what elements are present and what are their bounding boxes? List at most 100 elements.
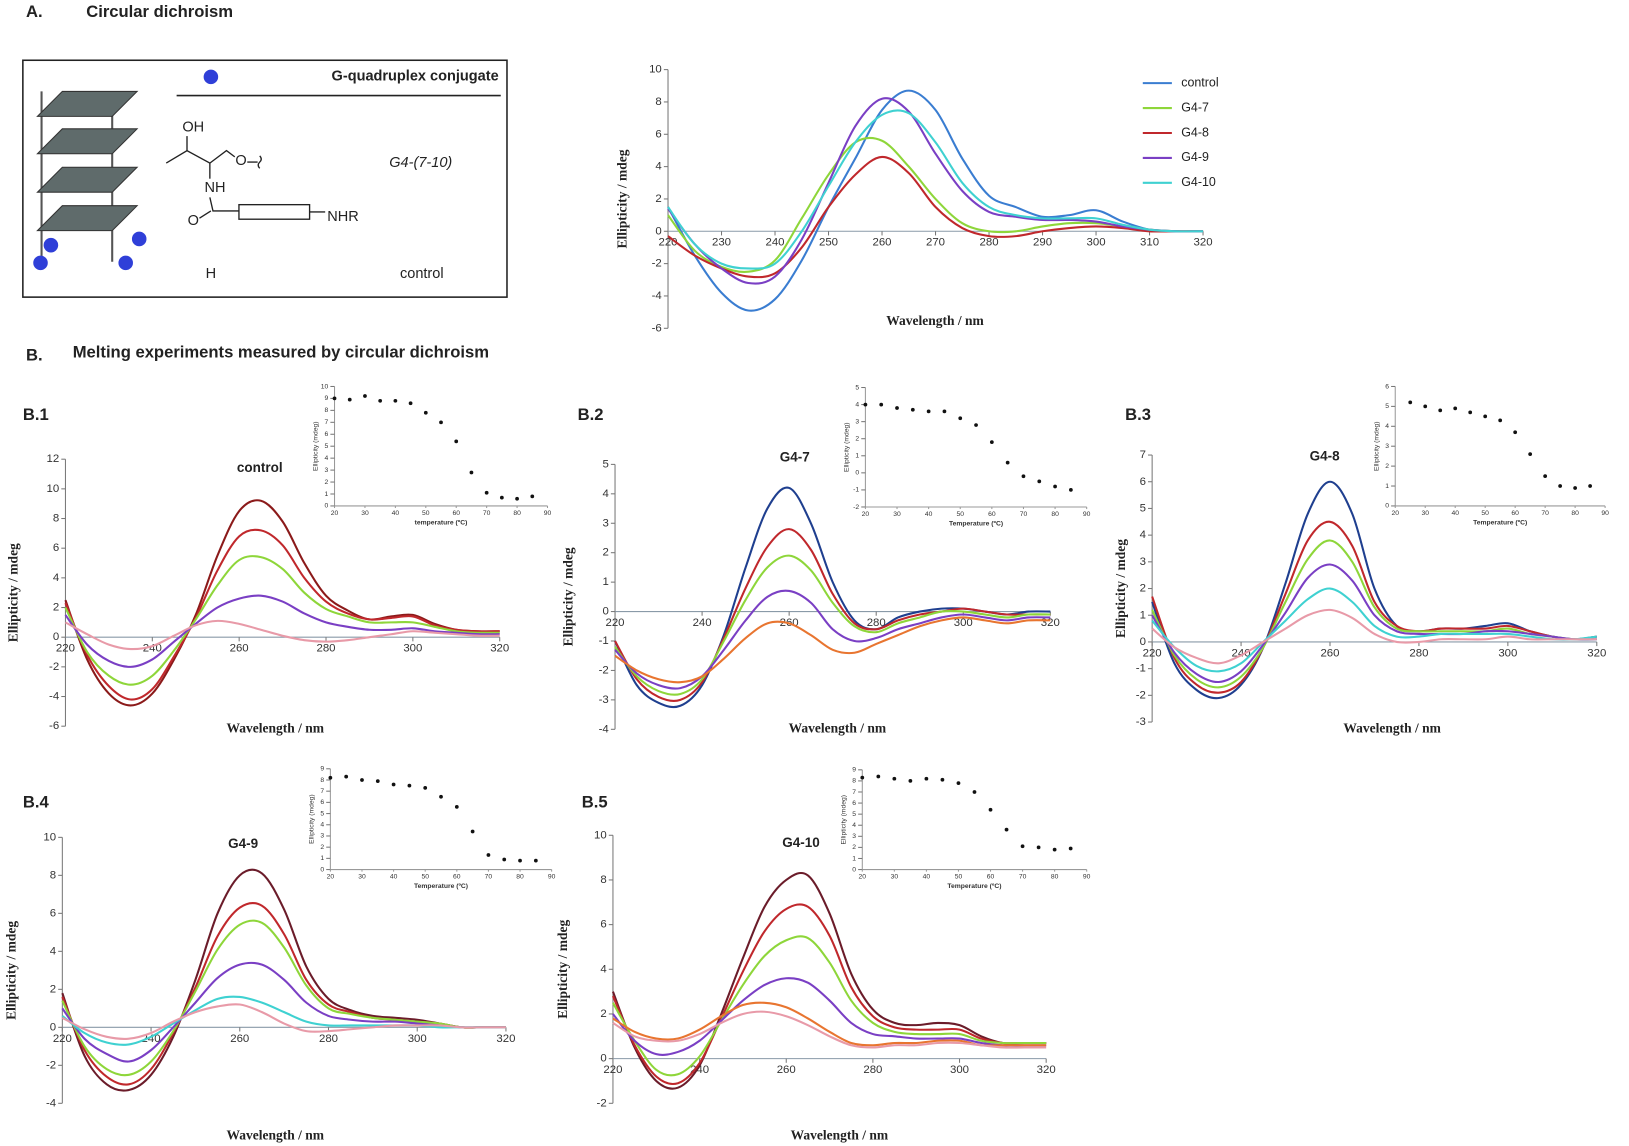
series-line bbox=[1151, 587, 1597, 673]
conjugate-dot bbox=[118, 255, 133, 271]
x-tick-label: 220 bbox=[658, 237, 677, 249]
y-tick-label: 6 bbox=[325, 431, 329, 438]
y-tick-label: 5 bbox=[1385, 403, 1389, 410]
x-tick-label: 20 bbox=[331, 510, 339, 517]
series-line bbox=[61, 1003, 506, 1040]
y-tick-label: 5 bbox=[325, 443, 329, 450]
y-tick-label: 8 bbox=[53, 513, 59, 525]
y-tick-label: 8 bbox=[852, 778, 856, 785]
y-tick-label: 6 bbox=[1385, 383, 1389, 390]
x-tick-label: 60 bbox=[1511, 510, 1519, 517]
x-tick-label: 280 bbox=[316, 643, 335, 655]
x-tick-label: 70 bbox=[1019, 874, 1027, 881]
y-axis-label: Ellipticity / mdeg bbox=[6, 543, 21, 642]
conjugate-label: control bbox=[400, 266, 444, 282]
y-tick-label: 5 bbox=[852, 811, 856, 818]
point bbox=[423, 785, 428, 790]
series-line bbox=[612, 935, 1047, 1077]
point bbox=[972, 790, 977, 794]
x-tick-label: 50 bbox=[956, 511, 964, 518]
x-tick-label: 300 bbox=[1498, 647, 1517, 659]
x-tick-label: 90 bbox=[1083, 874, 1091, 881]
x-tick-label: 80 bbox=[513, 510, 521, 517]
y-tick-label: 3 bbox=[602, 517, 608, 529]
heading: Melting experiments measured by circular… bbox=[73, 343, 489, 362]
point bbox=[1438, 408, 1443, 413]
y-tick-label: 1 bbox=[855, 453, 859, 460]
y-tick-label: 1 bbox=[852, 855, 856, 862]
x-tick-label: 90 bbox=[548, 874, 556, 881]
point bbox=[892, 776, 897, 781]
y-tick-label: -2 bbox=[597, 1097, 607, 1109]
x-tick-label: 30 bbox=[893, 511, 901, 518]
chart-title: G4-7 bbox=[780, 450, 810, 465]
x-tick-label: 320 bbox=[1041, 617, 1060, 629]
point bbox=[1498, 418, 1503, 423]
point bbox=[1528, 452, 1533, 457]
series-line bbox=[667, 136, 1204, 273]
y-tick-label: 6 bbox=[53, 542, 59, 554]
y-tick-label: -4 bbox=[49, 691, 60, 703]
x-tick-label: 220 bbox=[603, 1064, 622, 1076]
x-tick-label: 260 bbox=[230, 643, 249, 655]
panel-label: B.2 bbox=[578, 405, 604, 424]
chart-title: G4-10 bbox=[782, 835, 820, 850]
x-axis-label: Wavelength / nm bbox=[789, 720, 887, 735]
atom-label: NH bbox=[205, 180, 226, 196]
y-tick-label: 2 bbox=[1140, 583, 1146, 595]
y-tick-label: -3 bbox=[1136, 716, 1146, 728]
point bbox=[860, 775, 865, 780]
x-tick-label: 70 bbox=[1020, 511, 1028, 518]
chart-title: control bbox=[237, 460, 283, 475]
panel-label: B.4 bbox=[23, 792, 50, 811]
y-tick-label: 10 bbox=[47, 483, 60, 495]
panel-label: B.3 bbox=[1125, 405, 1151, 424]
point bbox=[470, 829, 475, 834]
series-line bbox=[1151, 563, 1597, 684]
point bbox=[454, 439, 459, 444]
diagram-title: G-quadruplex conjugate bbox=[332, 69, 499, 85]
point bbox=[423, 410, 428, 415]
x-tick-label: 220 bbox=[1143, 647, 1162, 659]
x-tick-label: 280 bbox=[863, 1064, 882, 1076]
point bbox=[1468, 410, 1473, 415]
x-tick-label: 320 bbox=[1194, 237, 1213, 249]
series-line bbox=[61, 995, 506, 1046]
x-tick-label: 230 bbox=[712, 237, 731, 249]
series-line bbox=[1151, 480, 1597, 700]
x-tick-label: 20 bbox=[327, 874, 335, 881]
figure-root: A. Circular dichroism B. Melting experim… bbox=[4, 2, 1610, 1143]
x-tick-label: 260 bbox=[230, 1033, 249, 1045]
x-tick-label: 300 bbox=[403, 643, 422, 655]
conjugate-dot bbox=[43, 237, 59, 253]
x-tick-label: 220 bbox=[56, 643, 75, 655]
x-tick-label: 50 bbox=[421, 874, 429, 881]
x-tick-label: 250 bbox=[819, 237, 838, 249]
x-axis-label: Wavelength / nm bbox=[227, 720, 325, 735]
atom-label: O bbox=[188, 213, 199, 229]
y-tick-label: 3 bbox=[325, 467, 329, 474]
point bbox=[1036, 845, 1041, 850]
y-tick-label: 1 bbox=[602, 576, 608, 588]
series-line bbox=[64, 528, 500, 701]
y-tick-label: 2 bbox=[325, 479, 329, 486]
point bbox=[530, 494, 535, 499]
point bbox=[360, 778, 364, 782]
y-tick-label: 4 bbox=[655, 161, 662, 173]
x-tick-label: 80 bbox=[516, 874, 524, 881]
y-axis-label: Ellipticity / mdeg bbox=[4, 921, 19, 1020]
y-axis-label: Ellipticity (mdeg) bbox=[840, 795, 847, 845]
point bbox=[454, 804, 459, 809]
series-line bbox=[667, 89, 1204, 312]
x-axis-label: Wavelength / nm bbox=[791, 1128, 889, 1143]
point bbox=[518, 858, 522, 863]
x-tick-label: 30 bbox=[1421, 510, 1429, 517]
x-tick-label: 220 bbox=[53, 1033, 72, 1045]
series-line bbox=[612, 903, 1047, 1086]
y-tick-label: 4 bbox=[320, 822, 324, 829]
x-tick-label: 60 bbox=[452, 510, 460, 517]
y-tick-label: 3 bbox=[1140, 556, 1146, 568]
y-tick-label: 4 bbox=[600, 963, 607, 975]
point bbox=[484, 490, 489, 495]
point bbox=[378, 398, 383, 403]
